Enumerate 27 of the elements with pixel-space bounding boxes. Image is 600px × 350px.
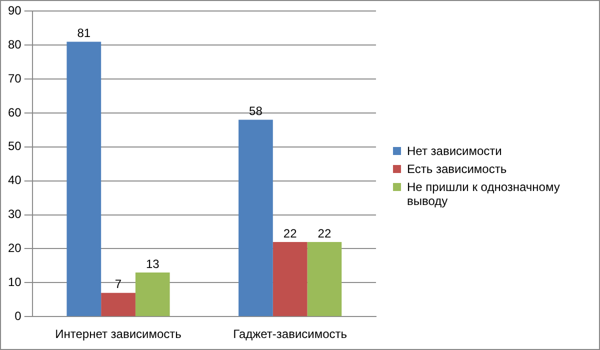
legend-label: Нет зависимости: [407, 144, 502, 158]
data-label: 22: [283, 226, 298, 240]
y-tick-label: 50: [8, 139, 22, 154]
legend-label: Не пришли к однозначному выводу: [407, 180, 561, 208]
y-tick-label: 60: [8, 105, 22, 120]
bar: [238, 120, 273, 316]
y-tick-label: 10: [8, 274, 22, 289]
y-tick-label: 90: [8, 4, 22, 18]
bar: [66, 42, 102, 316]
x-tick-label: Интернет зависимость: [55, 327, 182, 342]
data-label: 7: [114, 277, 122, 292]
y-tick-label: 40: [8, 173, 22, 188]
data-label: 13: [146, 256, 160, 271]
data-label: 81: [77, 26, 91, 40]
bar: [101, 292, 136, 316]
bar: [307, 242, 342, 316]
y-tick-label: 0: [14, 308, 22, 323]
y-tick-label: 80: [8, 37, 22, 52]
y-tick-label: 20: [8, 241, 22, 256]
data-label: 58: [249, 104, 263, 118]
bar: [272, 242, 308, 316]
bar: [135, 272, 170, 316]
data-label: 22: [318, 226, 332, 240]
y-tick-label: 30: [8, 207, 22, 222]
legend-label: Есть зависимость: [407, 162, 507, 176]
x-tick-label: Гаджет-зависимость: [233, 327, 348, 342]
y-tick-label: 70: [8, 71, 22, 86]
